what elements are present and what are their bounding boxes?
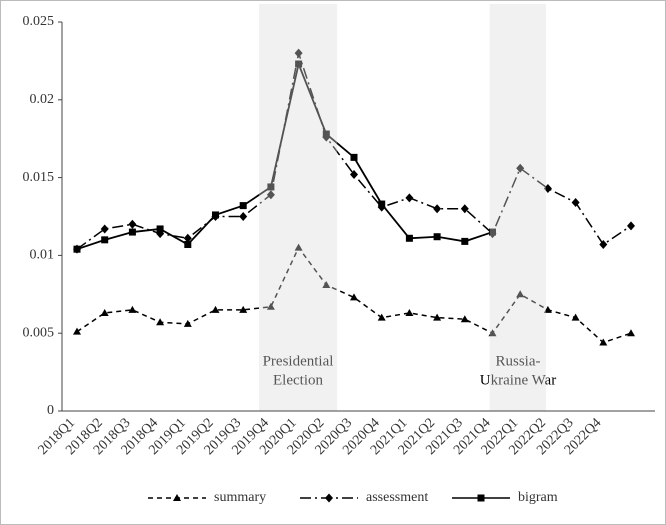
data-point (295, 60, 303, 68)
data-point (128, 219, 137, 229)
data-point (156, 225, 164, 233)
data-point (100, 224, 109, 234)
band-overlay (258, 4, 338, 410)
data-point (433, 313, 442, 321)
data-point (267, 183, 275, 191)
data-point (73, 245, 81, 253)
data-point (128, 228, 136, 236)
data-point (128, 305, 137, 313)
band-overlay (489, 4, 546, 410)
data-point (571, 197, 580, 207)
data-point (460, 204, 469, 214)
data-point (101, 236, 109, 244)
series-line (76, 246, 632, 344)
series-line (76, 60, 493, 251)
y-tick-label: 0.025 (23, 14, 55, 29)
data-point (239, 202, 247, 210)
data-point (516, 163, 525, 173)
legend-label: assessment (366, 490, 428, 505)
annotation: Ukraine War (480, 372, 556, 388)
data-point (543, 305, 552, 313)
data-point (100, 308, 109, 316)
data-point (239, 212, 248, 221)
data-point (350, 293, 358, 301)
y-tick-label: 0.005 (23, 325, 55, 340)
legend-marker (173, 494, 181, 501)
data-point (571, 313, 580, 321)
annotation: Presidential (263, 353, 334, 369)
data-point (266, 302, 275, 310)
data-point (350, 153, 358, 161)
data-point (350, 169, 358, 179)
data-point (183, 233, 192, 243)
annotation: Russia- (496, 353, 541, 369)
data-point (73, 327, 81, 335)
legend-label: summary (214, 490, 266, 505)
data-point (294, 243, 303, 251)
series-line (76, 50, 632, 250)
legend-label: bigram (518, 490, 558, 505)
annotation: Election (273, 372, 323, 388)
data-point (460, 315, 469, 323)
data-point (599, 338, 608, 346)
legend-marker (477, 494, 485, 502)
data-point (322, 280, 331, 288)
y-tick-label: 0.01 (30, 248, 55, 263)
y-tick-label: 0.02 (30, 92, 55, 107)
data-point (378, 200, 386, 208)
data-point (322, 130, 330, 138)
data-point (627, 221, 635, 231)
data-point (627, 329, 635, 337)
y-tick-label: 0.015 (23, 170, 55, 185)
y-tick-label: 0 (47, 403, 54, 418)
data-point (239, 305, 248, 313)
highlight-band (489, 4, 546, 411)
data-point (516, 290, 525, 298)
data-point (599, 240, 608, 250)
data-point (377, 313, 386, 321)
legend-marker (325, 493, 333, 503)
data-point (405, 193, 414, 203)
highlight-band (258, 4, 338, 411)
data-point (212, 211, 219, 219)
data-point (461, 237, 469, 245)
data-point (405, 308, 414, 316)
data-point (211, 305, 220, 313)
data-point (489, 228, 496, 236)
data-point (405, 234, 413, 242)
data-point (266, 190, 275, 200)
data-point (433, 233, 441, 241)
data-point (156, 318, 165, 326)
data-point (294, 48, 303, 58)
data-point (183, 319, 192, 327)
data-point (488, 329, 497, 337)
data-point (184, 241, 192, 249)
data-point (543, 183, 552, 193)
data-point (433, 204, 442, 214)
